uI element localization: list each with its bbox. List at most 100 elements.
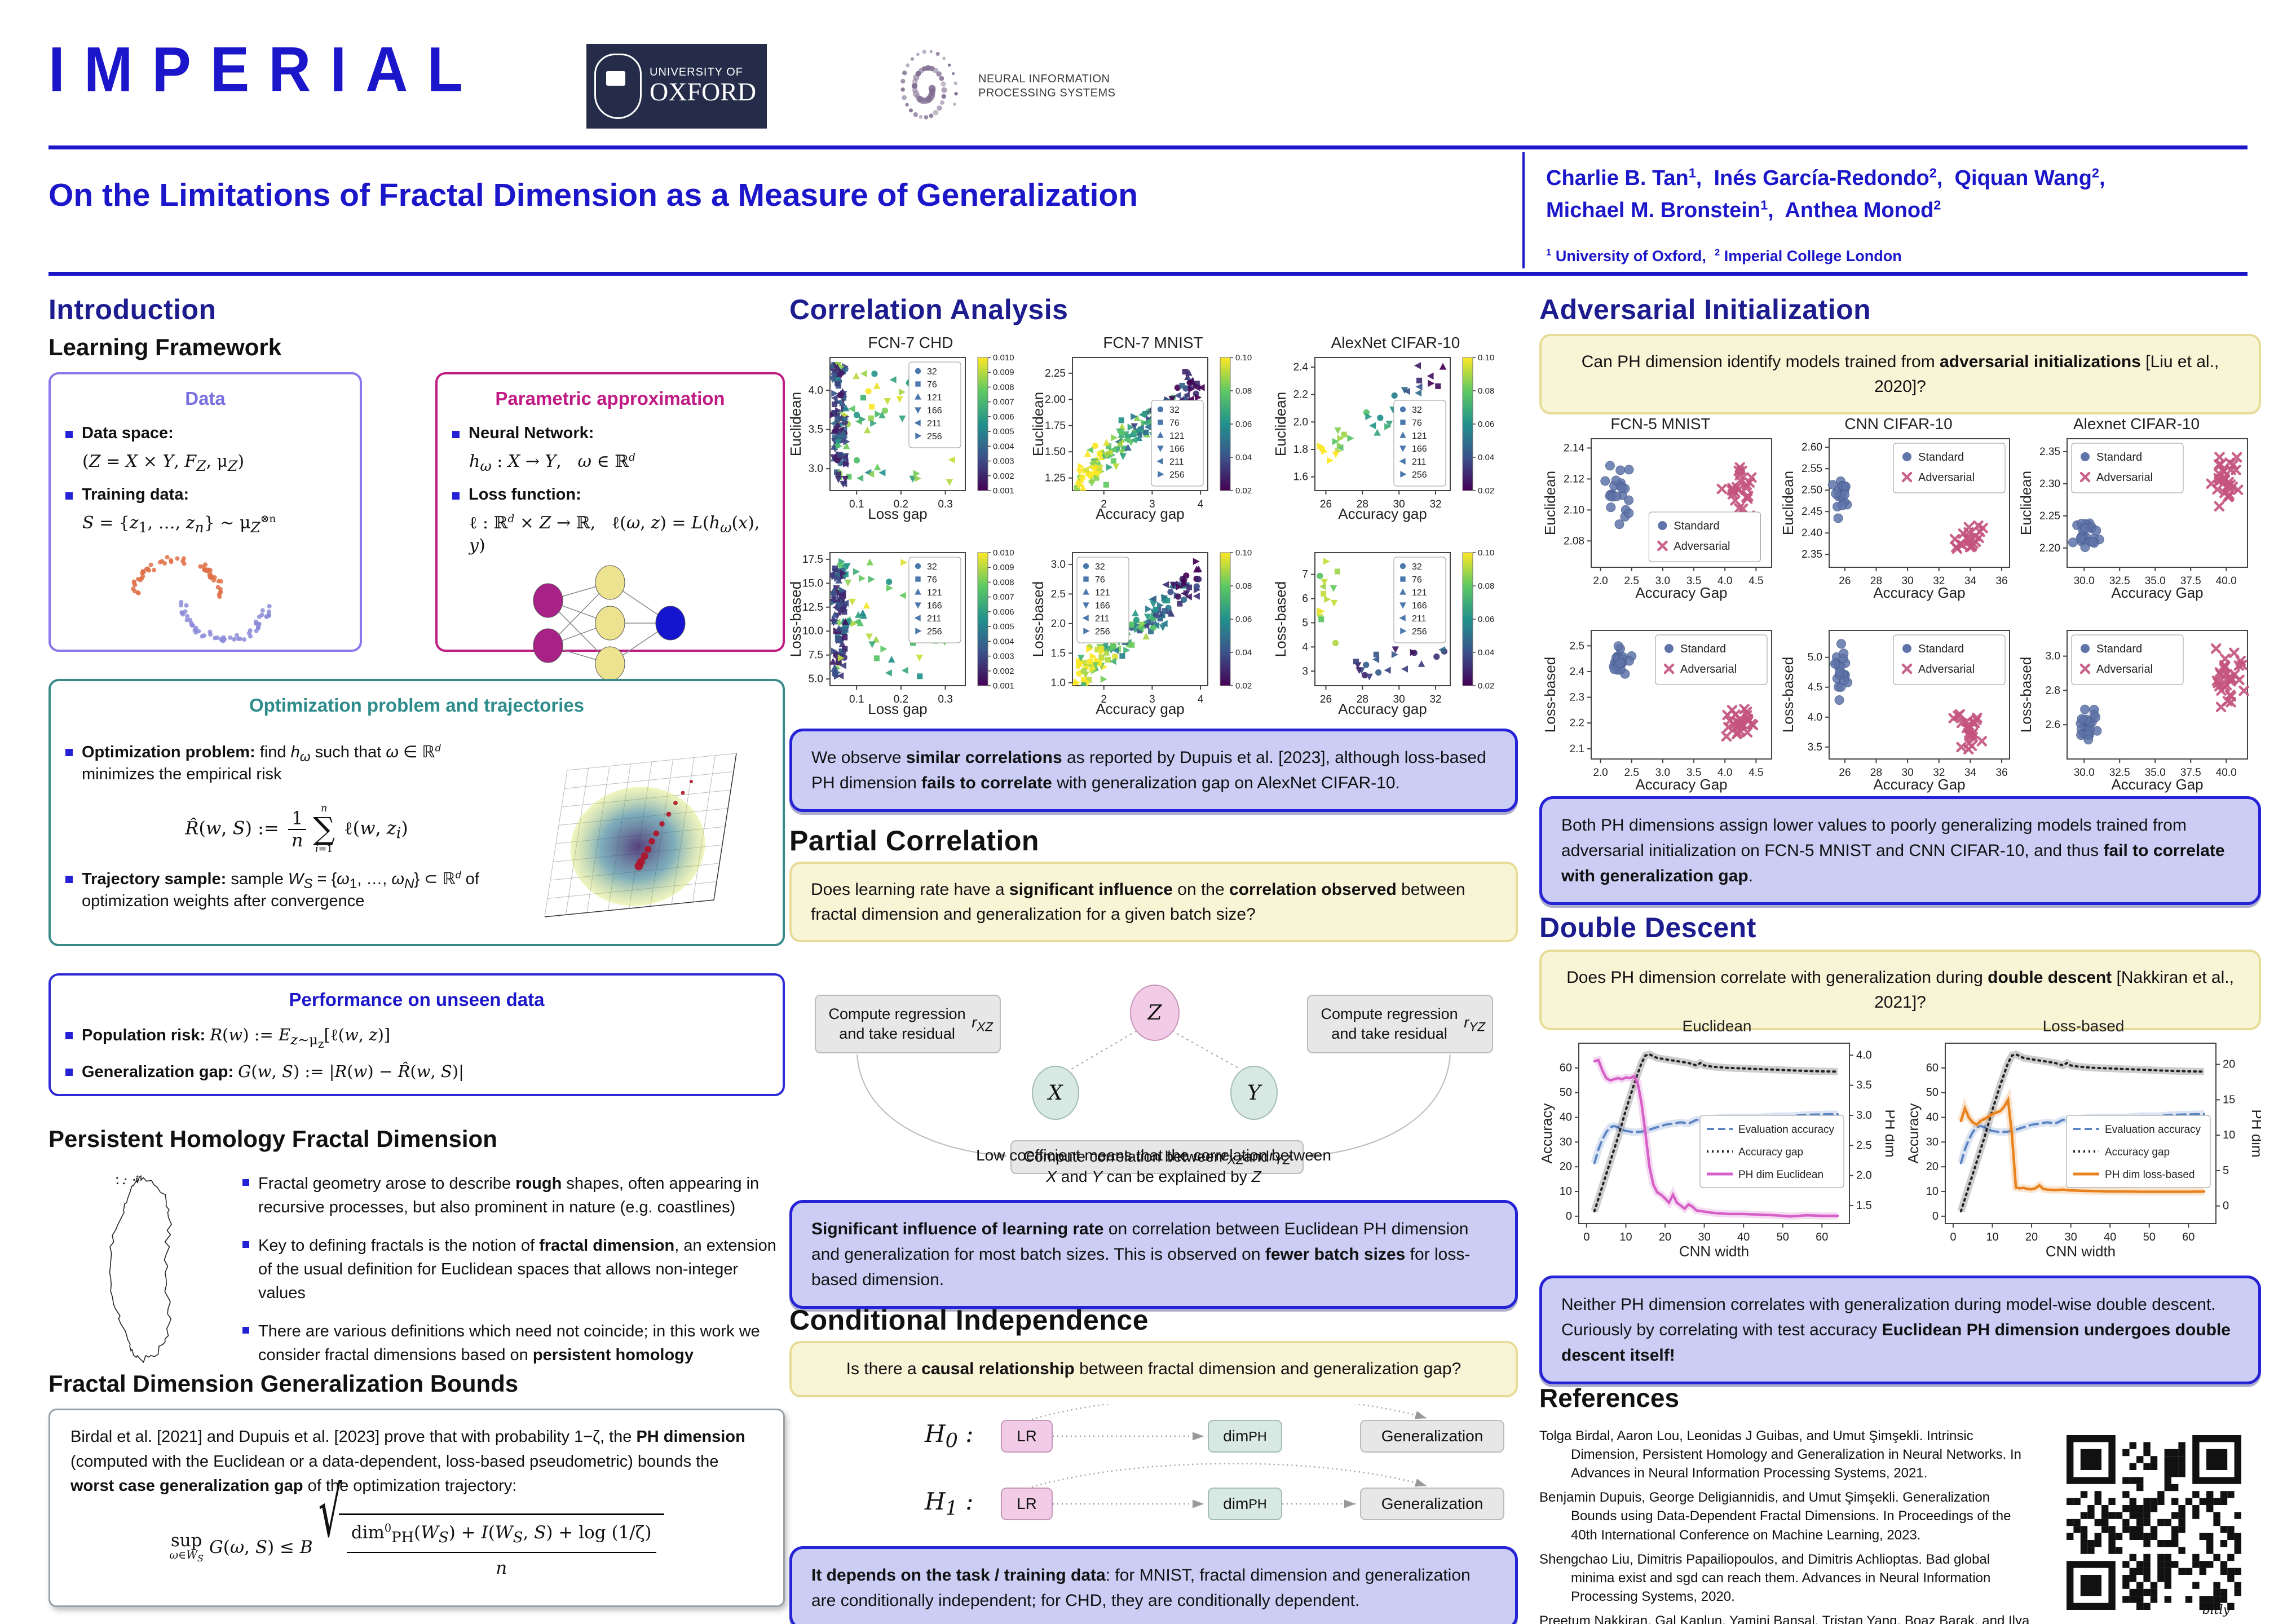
svg-text:2.6: 2.6 [2046, 719, 2060, 731]
svg-text:Accuracy: Accuracy [1906, 1104, 1922, 1164]
qr-code: bitly [2058, 1427, 2250, 1618]
svg-text:32: 32 [1169, 405, 1180, 415]
bounds-box: Birdal et al. [2021] and Dupuis et al. [… [48, 1409, 785, 1607]
svg-text:32: 32 [1429, 498, 1441, 510]
svg-text:3: 3 [1302, 665, 1308, 677]
svg-text:34: 34 [1964, 767, 1977, 779]
double-descent-plot-row: Euclidean 0 10 20 30 40 50 60 0 10 20 30 40 50 60 1.5 2.… [1539, 1015, 2261, 1261]
svg-text:2.60: 2.60 [1802, 442, 1822, 453]
svg-text:0.08: 0.08 [1478, 581, 1494, 591]
svg-text:121: 121 [1169, 431, 1185, 441]
svg-text:36: 36 [1996, 767, 2008, 779]
svg-text:30: 30 [1926, 1136, 1939, 1148]
neural-network-bullet: Neural Network: [452, 424, 768, 443]
svg-text:0.10: 0.10 [1478, 548, 1494, 558]
svg-text:Accuracy gap: Accuracy gap [1338, 505, 1427, 522]
plot-alexnet-cifar10-lossbased: 26 28 30 32 3 4 5 6 7 Accuracy gap Loss-based 0.10 0… [1274, 527, 1517, 717]
svg-text:Accuracy gap: Accuracy gap [2105, 1146, 2170, 1158]
svg-text:Loss gap: Loss gap [868, 505, 928, 522]
plot-legend: 32 76 121 166 211 256 [1151, 400, 1204, 487]
svg-text:256: 256 [1412, 627, 1427, 637]
svg-text:Accuracy gap: Accuracy gap [1096, 505, 1185, 522]
svg-text:3.5: 3.5 [809, 424, 823, 436]
svg-text:0.04: 0.04 [1478, 648, 1494, 657]
svg-text:40: 40 [1737, 1231, 1750, 1243]
svg-text:2.45: 2.45 [1802, 506, 1822, 518]
svg-text:Loss gap: Loss gap [868, 700, 928, 717]
svg-text:256: 256 [927, 432, 942, 442]
svg-text:Loss-based: Loss-based [1780, 657, 1796, 732]
performance-box: Performance on unseen data Population ri… [48, 973, 785, 1096]
svg-text:37.5: 37.5 [2180, 767, 2201, 779]
partial-diagram-caption: Low coefficient means that the correlati… [976, 1146, 1331, 1185]
double-descent-question-box: Does PH dimension correlate with general… [1539, 950, 2261, 1030]
svg-text:Standard: Standard [1918, 451, 1964, 464]
svg-text:20: 20 [1926, 1160, 1939, 1173]
svg-text:30: 30 [1698, 1231, 1710, 1243]
chart-adv-alex-lb: 30.0 32.5 35.0 37.5 40.0 2.6 2.8 3.0 Accuracy Ga… [2017, 630, 2249, 793]
svg-text:26: 26 [1839, 767, 1851, 779]
svg-text:26: 26 [1320, 694, 1332, 705]
svg-text:76: 76 [1169, 418, 1180, 428]
svg-text:76: 76 [927, 380, 937, 390]
svg-text:0.002: 0.002 [993, 471, 1014, 481]
svg-text:32: 32 [927, 367, 937, 377]
svg-text:2.4: 2.4 [1293, 361, 1309, 373]
section-conditional-independence: Conditional Independence [789, 1304, 1149, 1336]
svg-text:2.55: 2.55 [1802, 463, 1822, 475]
svg-text:Loss-based: Loss-based [2017, 657, 2034, 732]
svg-text:10: 10 [1926, 1185, 1939, 1198]
svg-text:0.10: 0.10 [1235, 353, 1252, 363]
svg-text:32.5: 32.5 [2109, 767, 2130, 779]
chart-corr-chd-lb: 0.1 0.2 0.3 5.0 7.5 10.0 12.5 15.0 17.5 Loss gap L… [789, 548, 1014, 717]
svg-text:76: 76 [1412, 575, 1422, 585]
bullet-icon [65, 431, 73, 438]
plot-fcn7-chd-lossbased: 0.1 0.2 0.3 5.0 7.5 10.0 12.5 15.0 17.5 Loss gap L… [789, 527, 1032, 717]
chart-adv-mnist-lb: 2.0 2.5 3.0 3.5 4.0 4.52.12.22.32.42.5Accurac… [1542, 630, 1772, 793]
svg-text:4: 4 [1198, 694, 1204, 705]
h1-generalization-node: Generalization [1360, 1488, 1504, 1520]
svg-text:10: 10 [2223, 1129, 2235, 1141]
svg-text:2.08: 2.08 [1564, 535, 1584, 547]
svg-text:0: 0 [1566, 1210, 1572, 1223]
bounds-formula: sup ω∈WS G(ω, S) ≤ B √ dim0PH(WS) + I(WS,… [70, 1477, 763, 1582]
node-z: Z [1130, 985, 1180, 1041]
svg-text:32: 32 [1412, 562, 1422, 572]
population-risk-bullet: Population risk: R(w) := Ez∼μz[ℓ(w, z)] [65, 1025, 768, 1051]
svg-text:26: 26 [1320, 498, 1332, 510]
partial-result-box: Significant influence of learning rate o… [789, 1200, 1518, 1309]
chart-dd-eu: 0 10 20 30 40 50 60 0 10 20 30 40 50 60 1.5 2.0 2.5 3.0 3.… [1539, 1043, 1895, 1260]
svg-text:0.06: 0.06 [1478, 615, 1494, 624]
svg-text:40.0: 40.0 [2216, 575, 2237, 587]
svg-text:0.10: 0.10 [1235, 548, 1252, 558]
svg-text:2.10: 2.10 [1564, 504, 1584, 516]
svg-text:Loss-based: Loss-based [1274, 581, 1289, 657]
svg-text:2: 2 [1101, 498, 1107, 510]
oxford-logo: UNIVERSITY OF OXFORD [586, 44, 767, 129]
svg-text:0.003: 0.003 [993, 652, 1014, 661]
svg-text:40: 40 [1560, 1111, 1572, 1124]
svg-text:Accuracy gap: Accuracy gap [1096, 700, 1185, 717]
svg-text:0.06: 0.06 [1235, 420, 1252, 429]
node-x: X [1032, 1066, 1079, 1120]
svg-text:2.1: 2.1 [1570, 743, 1584, 755]
svg-text:211: 211 [927, 614, 942, 624]
svg-text:Standard: Standard [2096, 451, 2142, 464]
svg-text:10: 10 [1986, 1231, 1998, 1243]
svg-text:166: 166 [1412, 601, 1427, 611]
svg-text:Euclidean: Euclidean [1032, 392, 1047, 456]
loss-function-bullet: Loss function: [452, 486, 768, 504]
svg-text:121: 121 [927, 588, 942, 598]
svg-text:10.0: 10.0 [802, 625, 823, 637]
svg-text:2.2: 2.2 [1293, 389, 1308, 401]
svg-text:166: 166 [927, 601, 942, 611]
plot-legend: 32 76 121 166 211 256 [908, 361, 961, 448]
svg-text:211: 211 [1095, 614, 1110, 624]
svg-text:30: 30 [2064, 1231, 2077, 1243]
plot-fcn5-mnist-euclidean: FCN-5 MNIST 2.0 2.5 3.0 3.5 4.0 4.5 2.08 2.10 2.1… [1542, 413, 1780, 601]
svg-text:35.0: 35.0 [2145, 575, 2166, 587]
svg-text:60: 60 [1560, 1062, 1572, 1074]
section-introduction: Introduction [48, 294, 217, 325]
header-rule-top [48, 145, 2248, 149]
svg-text:0.007: 0.007 [993, 398, 1014, 407]
